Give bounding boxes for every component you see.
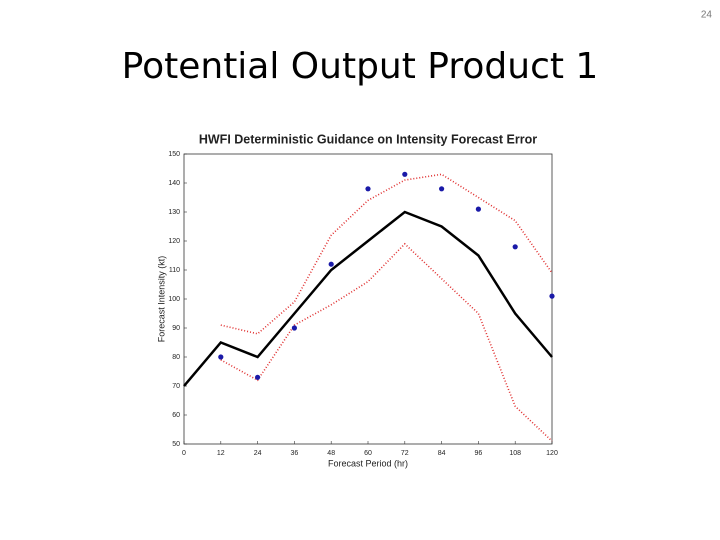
series-line [220,242,553,442]
x-tick-label: 48 [327,450,335,457]
data-point [439,186,445,192]
y-tick-label: 120 [168,238,180,245]
slide-number: 24 [701,10,713,21]
x-tick-label: 24 [254,450,262,457]
y-tick-label: 140 [168,180,180,187]
y-tick-label: 80 [172,354,180,361]
x-tick-label: 60 [364,450,372,457]
chart-title: HWFI Deterministic Guidance on Intensity… [199,132,537,146]
y-tick-label: 100 [168,296,180,303]
data-point [475,206,481,212]
series-line [220,173,553,335]
data-point [512,244,518,250]
data-point [291,325,297,331]
plot-frame [183,153,553,445]
x-tick-label: 84 [438,450,446,457]
y-tick-label: 50 [172,441,180,448]
x-tick-label: 96 [475,450,483,457]
x-tick-label: 36 [291,450,299,457]
x-tick-label: 72 [401,450,409,457]
slide-title: Potential Output Product 1 [122,46,599,87]
data-point [549,293,555,299]
x-tick-label: 108 [509,450,521,457]
series-line [183,210,553,387]
y-tick-label: 110 [169,267,180,274]
data-point [365,186,371,192]
y-tick-label: 130 [168,209,180,216]
x-tick-label: 120 [546,450,558,457]
data-point [402,171,408,177]
x-tick-label: 0 [182,450,186,457]
x-tick-label: 12 [217,450,225,457]
y-tick-label: 70 [172,383,180,390]
y-axis-label: Forecast Intensity (kt) [156,256,166,343]
data-point [218,354,224,360]
y-tick-label: 90 [172,325,180,332]
data-point [255,374,261,380]
x-axis-label: Forecast Period (hr) [328,458,408,468]
y-tick-label: 150 [168,151,180,158]
y-tick-label: 60 [172,412,180,419]
data-point [328,261,334,267]
